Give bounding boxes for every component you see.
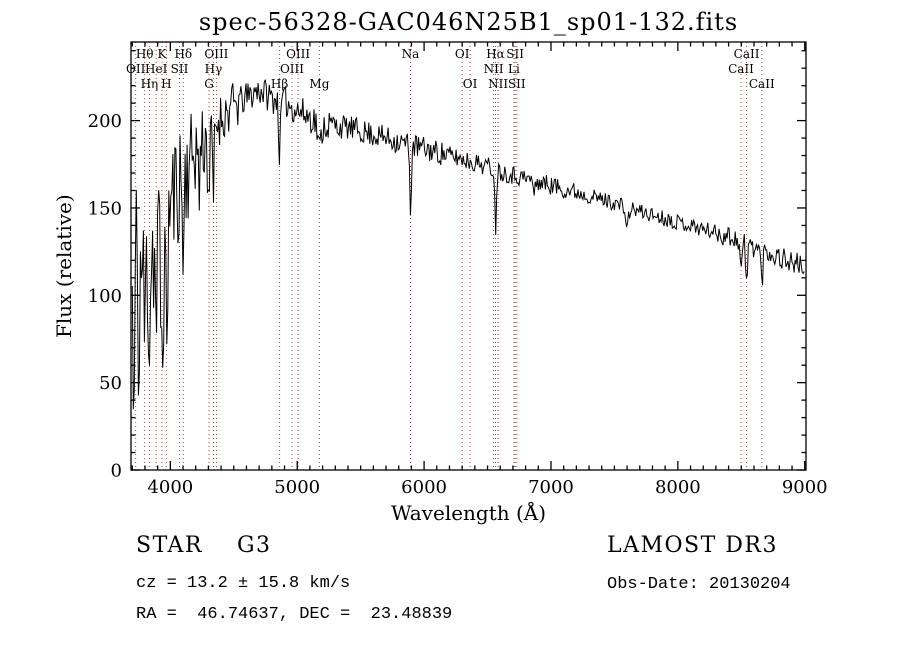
spectral-line-label: SII: [506, 47, 524, 61]
spectral-line-label: CaII: [734, 47, 760, 61]
spectral-line-label: Hα: [486, 47, 505, 61]
x-tick-label: 4000: [147, 477, 193, 498]
axes: [130, 41, 807, 471]
radial-velocity-label: cz = 13.2 ± 15.8 km/s: [136, 574, 351, 593]
tick-labels: 4000 5000 6000 7000 8000 9000 0 50 100 150 200: [88, 111, 828, 498]
spectral-line-label: Hδ: [174, 47, 192, 61]
y-axis-label: Flux (relative): [52, 194, 76, 338]
spectral-line-label: Mg: [309, 77, 329, 91]
x-tick-label: 7000: [528, 477, 574, 498]
y-tick-label: 50: [99, 373, 122, 394]
spectral-line-label: SII: [508, 77, 526, 91]
spectral-line-label: Hγ: [205, 62, 223, 76]
spectral-line-label: HeI: [145, 62, 168, 76]
x-tick-label: 5000: [274, 477, 320, 498]
spectral-line-label: NII: [484, 62, 504, 76]
spectral-line-label: SII: [171, 62, 189, 76]
object-class-label: STAR G3: [136, 533, 272, 558]
spectral-line-label: Hθ: [136, 47, 154, 61]
x-tick-label: 6000: [401, 477, 447, 498]
spectral-line-label: G: [204, 77, 214, 91]
figure-title: spec-56328-GAC046N25B1_sp01-132.fits: [198, 8, 739, 36]
spectral-line-label: OIII: [204, 47, 228, 61]
obs-date-label: Obs-Date: 20130204: [607, 575, 791, 594]
spectral-line-label: OII: [126, 62, 146, 76]
survey-release-label: LAMOST DR3: [607, 533, 778, 558]
y-tick-label: 100: [88, 286, 122, 307]
spectral-line-label: Na: [402, 47, 420, 61]
x-tick-label: 8000: [655, 477, 701, 498]
spectral-line-label: Hη: [141, 77, 159, 91]
spectral-line-label: Hβ: [271, 77, 288, 91]
spectral-line-label: OI: [463, 77, 478, 91]
y-tick-label: 150: [88, 198, 122, 219]
y-tick-label: 200: [88, 111, 122, 132]
spectral-line-label: H: [161, 77, 171, 91]
spectral-line-label: K: [158, 47, 168, 61]
spectral-line-label: Li: [508, 62, 520, 76]
spectral-line-label: OIII: [286, 47, 310, 61]
x-axis-label: Wavelength (Å): [390, 501, 547, 525]
spectral-line-label: CaII: [728, 62, 754, 76]
spectral-line-label: OIII: [280, 62, 304, 76]
spectral-line-label: OI: [455, 47, 470, 61]
coordinates-label: RA = 46.74637, DEC = 23.48839: [136, 605, 453, 624]
spectrum-trace: [131, 79, 805, 410]
spectral-line-label: CaII: [749, 77, 775, 91]
x-tick-label: 9000: [782, 477, 828, 498]
y-tick-label: 0: [111, 461, 122, 482]
spectral-line-label: NII: [488, 77, 508, 91]
